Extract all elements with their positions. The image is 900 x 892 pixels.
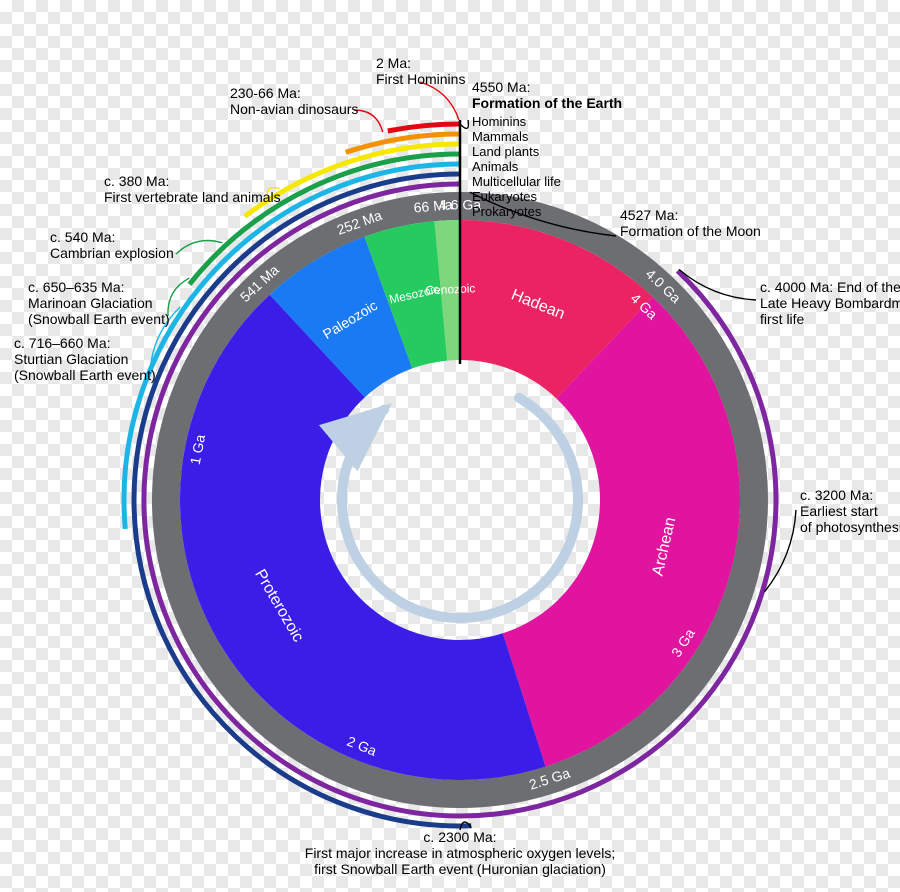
legend-item: Eukaryotes	[472, 189, 538, 204]
inner-clockwise-arrow	[342, 398, 578, 618]
legend-item: Hominins	[472, 114, 527, 129]
legend-item: Multicellular life	[472, 174, 561, 189]
Hominins-arc	[388, 124, 460, 131]
annotation-leader-hominins	[420, 82, 459, 120]
legend-item: Animals	[472, 159, 519, 174]
annotation-photosynthesis: c. 3200 Ma:Earliest startof photosynthes…	[800, 487, 900, 535]
annotation-cambrian: c. 540 Ma:Cambrian explosion	[50, 229, 174, 261]
annotation-huronian: c. 2300 Ma:First major increase in atmos…	[305, 829, 615, 877]
eon-label-cenozoic: Cenozoic	[425, 281, 476, 297]
geologic-clock-diagram: HadeanArcheanProterozoicPaleozoicMesozoi…	[0, 0, 900, 892]
annotation-marinoan: c. 650–635 Ma:Marinoan Glaciation(Snowba…	[28, 279, 170, 327]
annotation-dinosaurs: 230-66 Ma:Non-avian dinosaurs	[230, 85, 358, 117]
annotation-formation-moon: 4527 Ma:Formation of the Moon	[620, 207, 761, 239]
annotation-leader-formation-earth	[460, 120, 468, 128]
annotation-vertebrates: c. 380 Ma:First vertebrate land animals	[104, 173, 281, 205]
annotation-leader-marinoan	[168, 278, 189, 316]
annotation-leader-photosynthesis	[764, 510, 796, 592]
annotation-hominins: 2 Ma:First Hominins	[376, 55, 465, 87]
legend-item: Land plants	[472, 144, 540, 159]
annotation-end-lhb: c. 4000 Ma: End of theLate Heavy Bombard…	[760, 279, 900, 327]
annotation-sturtian: c. 716–660 Ma:Sturtian Glaciation(Snowba…	[14, 335, 156, 383]
annotation-formation-earth: 4550 Ma:Formation of the Earth	[472, 79, 622, 111]
legend-item: Mammals	[472, 129, 529, 144]
legend-item: Prokaryotes	[472, 204, 542, 219]
